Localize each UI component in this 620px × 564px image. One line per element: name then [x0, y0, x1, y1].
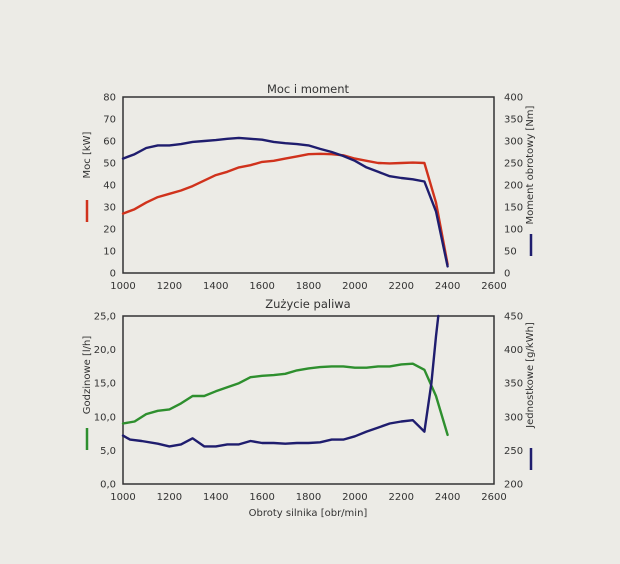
- y-right-tick-label-fuel: 300: [504, 412, 523, 423]
- svg-text:Godzinowe [l/h]: Godzinowe [l/h]: [82, 336, 93, 415]
- plot-frame-power-torque: [122, 96, 495, 274]
- series-line-red-power-torque: [121, 152, 449, 266]
- y-right-tick-label-power-torque: 50: [504, 247, 517, 258]
- y-right-tick-label-power-torque: 350: [504, 115, 523, 126]
- chart-title-power-torque: Moc i moment: [267, 82, 350, 96]
- y-left-tick-label-fuel: 20,0: [94, 345, 116, 356]
- y-left-tick-label-power-torque: 50: [103, 159, 116, 170]
- plot-frame-fuel: [122, 315, 495, 485]
- y-right-tick-label-fuel: 250: [504, 446, 523, 457]
- y-left-tick-label-power-torque: 70: [103, 115, 116, 126]
- x-tick-label-fuel: 1200: [157, 492, 182, 503]
- x-tick-label-fuel: 2400: [435, 492, 460, 503]
- series-line-green-fuel: [121, 362, 449, 437]
- chart-title-fuel: Zużycie paliwa: [265, 297, 350, 311]
- x-tick-label-fuel: 1400: [203, 492, 228, 503]
- x-tick-label-fuel: 1800: [296, 492, 321, 503]
- tick-labels-fuel: 1000 1200 1400 1600 1800 2000 2200 2400 2600 0,0 5…: [94, 312, 523, 504]
- y-right-tick-label-fuel: 200: [504, 480, 523, 491]
- x-tick-label-power-torque: 2600: [481, 281, 506, 292]
- x-tick-label-fuel: 2000: [342, 492, 367, 503]
- y-right-tick-label-power-torque: 0: [504, 269, 510, 280]
- x-tick-label-fuel: 1600: [249, 492, 274, 503]
- tick-labels-power-torque: 1000 1200 1400 1600 1800 2000 2200 2400 26000102…: [103, 93, 523, 293]
- y-left-tick-label-power-torque: 20: [103, 225, 116, 236]
- y-left-label-fuel: Godzinowe [l/h]: [82, 336, 93, 415]
- y-right-label-fuel: Jednostkowe [g/kWh]: [525, 322, 536, 429]
- x-tick-label-fuel: 2200: [389, 492, 414, 503]
- y-right-tick-label-power-torque: 150: [504, 203, 523, 214]
- y-left-tick-label-power-torque: 0: [110, 269, 116, 280]
- y-right-tick-label-power-torque: 400: [504, 93, 523, 104]
- y-left-tick-label-power-torque: 80: [103, 93, 116, 104]
- y-right-tick-label-power-torque: 250: [504, 159, 523, 170]
- series-line-navy-fuel: [121, 314, 440, 448]
- y-left-tick-label-power-torque: 10: [103, 247, 116, 258]
- y-right-tick-label-power-torque: 200: [504, 181, 523, 192]
- y-left-tick-label-power-torque: 30: [103, 203, 116, 214]
- x-tick-label-fuel: 2600: [481, 492, 506, 503]
- chart-fuel: Zużycie paliwa 1000 1200 1400 1600 1800 2000 2…: [82, 297, 536, 519]
- y-right-tick-label-power-torque: 300: [504, 137, 523, 148]
- y-left-tick-label-fuel: 5,0: [100, 446, 116, 457]
- series-line-navy-power-torque: [121, 136, 449, 268]
- y-left-tick-label-fuel: 25,0: [94, 312, 116, 323]
- x-tick-label-power-torque: 2200: [389, 281, 414, 292]
- chart-power-torque: Moc i moment 1000 1200 1400 1600 1800 2000 220…: [82, 82, 536, 292]
- y-right-tick-label-fuel: 350: [504, 379, 523, 390]
- svg-text:Moc [kW]: Moc [kW]: [82, 131, 93, 178]
- svg-text:Moment obrotowy [Nm]: Moment obrotowy [Nm]: [525, 105, 536, 224]
- series-lines-fuel: [121, 314, 449, 448]
- series-lines-power-torque: [121, 136, 449, 268]
- x-axis-label-fuel: Obroty silnika [obr/min]: [249, 508, 368, 519]
- y-right-label-power-torque: Moment obrotowy [Nm]: [525, 105, 536, 224]
- x-tick-label-power-torque: 1000: [110, 281, 135, 292]
- x-tick-label-power-torque: 2400: [435, 281, 460, 292]
- y-right-tick-label-fuel: 450: [504, 312, 523, 323]
- x-tick-label-power-torque: 2000: [342, 281, 367, 292]
- x-tick-label-fuel: 1000: [110, 492, 135, 503]
- y-left-tick-label-fuel: 15,0: [94, 379, 116, 390]
- x-tick-label-power-torque: 1600: [249, 281, 274, 292]
- y-left-tick-label-power-torque: 40: [103, 181, 116, 192]
- svg-text:Jednostkowe [g/kWh]: Jednostkowe [g/kWh]: [525, 322, 536, 429]
- x-tick-label-power-torque: 1400: [203, 281, 228, 292]
- y-left-label-power-torque: Moc [kW]: [82, 131, 93, 178]
- x-tick-label-power-torque: 1200: [157, 281, 182, 292]
- y-left-tick-label-fuel: 10,0: [94, 412, 116, 423]
- y-left-tick-label-power-torque: 60: [103, 137, 116, 148]
- y-right-tick-label-fuel: 400: [504, 345, 523, 356]
- y-right-tick-label-power-torque: 100: [504, 225, 523, 236]
- x-tick-label-power-torque: 1800: [296, 281, 321, 292]
- y-left-tick-label-fuel: 0,0: [100, 480, 116, 491]
